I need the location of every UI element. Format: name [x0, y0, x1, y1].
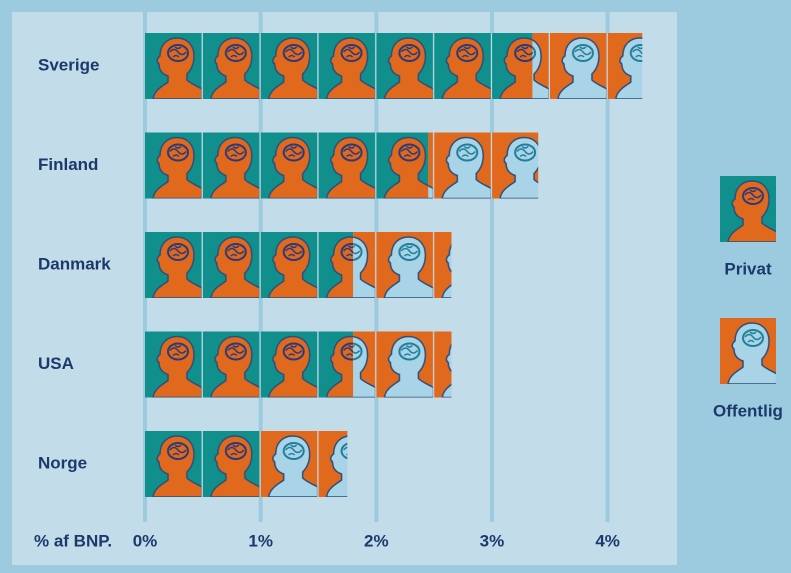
legend-icon [720, 176, 776, 242]
x-tick-label: 2% [364, 531, 389, 550]
bar-segment [353, 232, 452, 298]
x-tick-label: 1% [248, 531, 273, 550]
bar-segment [145, 431, 261, 497]
x-tick-label: 0% [133, 531, 158, 550]
x-axis-label: % af BNP. [34, 531, 112, 550]
bar-segment [145, 33, 533, 99]
category-label: USA [38, 354, 74, 373]
legend-label: Privat [724, 259, 772, 278]
category-label: Finland [38, 155, 98, 174]
bar-segment [260, 431, 348, 497]
category-label: Danmark [38, 254, 111, 273]
legend-label: Offentlig [713, 401, 783, 420]
bar-segment [353, 331, 452, 398]
category-label: Norge [38, 453, 87, 472]
category-label: Sverige [38, 55, 99, 74]
x-tick-label: 4% [595, 531, 620, 550]
bar-segment [532, 33, 643, 99]
legend-icon [720, 318, 776, 384]
bar-segment [145, 132, 429, 199]
bar-segment [145, 232, 354, 298]
bar-segment [145, 331, 354, 398]
x-tick-label: 3% [480, 531, 505, 550]
bar-segment [428, 132, 539, 199]
